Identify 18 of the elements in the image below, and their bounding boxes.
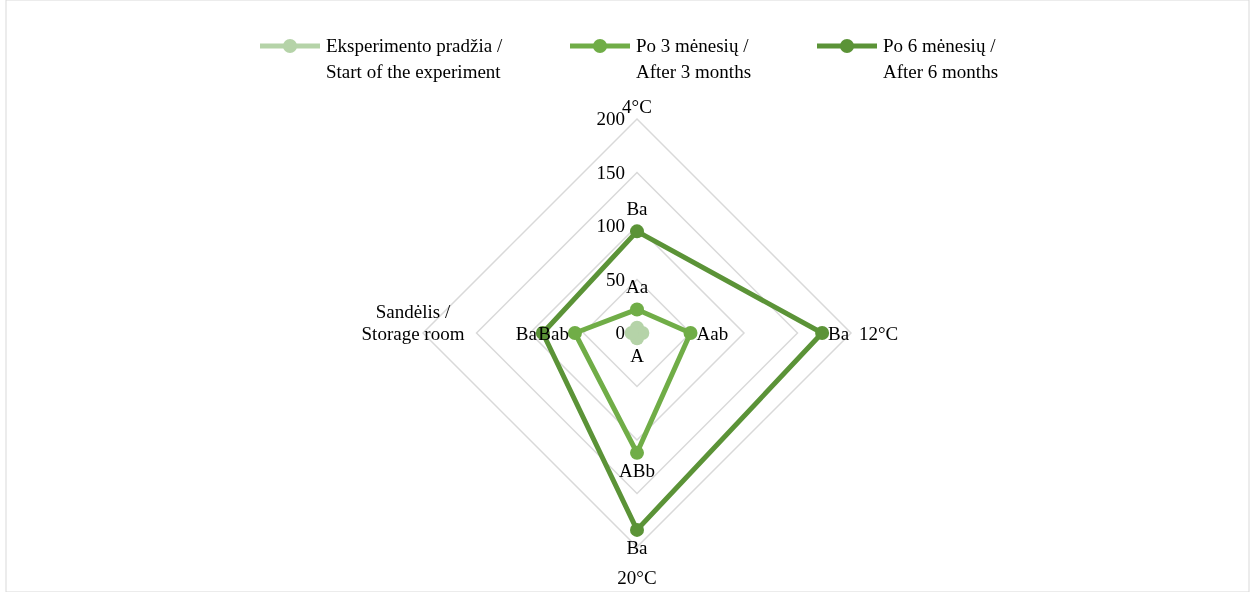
- data-label: ABb: [619, 459, 655, 481]
- data-label: Ba: [515, 323, 538, 344]
- y-tick-label: 150: [596, 161, 625, 183]
- data-label: A: [630, 345, 645, 367]
- y-tick-label: 50: [606, 268, 625, 290]
- data-label: Ba: [626, 198, 649, 220]
- spoke-label: Sandėlis / Storage room: [361, 301, 465, 344]
- y-tick-label: 0: [615, 322, 625, 343]
- legend-label: Po 3 mėnesių / After 3 months: [636, 35, 752, 82]
- spoke-label: 12°C: [859, 323, 899, 344]
- legend-label: Eksperimento pradžia / Start of the experiment: [326, 35, 503, 82]
- legend-label: Po 6 mėnesių / After 6 months: [883, 35, 999, 82]
- data-label: Ba: [626, 536, 649, 558]
- data-label: Ba: [828, 323, 850, 344]
- data-label: Aab: [696, 323, 729, 344]
- y-tick-label: 100: [596, 215, 625, 236]
- data-label: Aa: [625, 276, 649, 298]
- spoke-label: 20°C: [617, 567, 657, 588]
